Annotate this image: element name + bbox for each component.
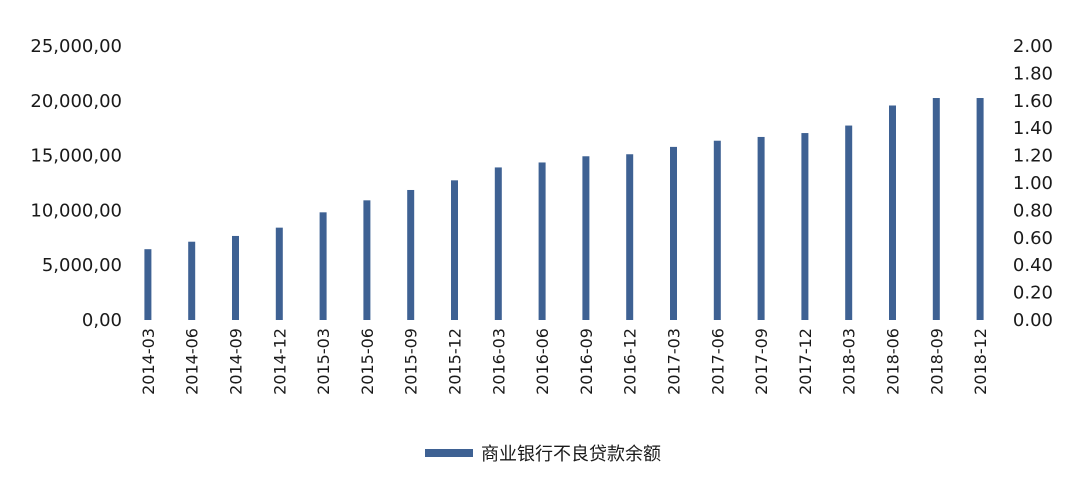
right-tick-label: 0.80: [1013, 200, 1053, 221]
bar-2016-09: [582, 156, 590, 320]
right-tick-label: 2.00: [1013, 36, 1053, 57]
x-tick-label: 2018-12: [971, 328, 990, 395]
x-tick-label: 2016-12: [621, 328, 640, 395]
bar-2017-12: [801, 133, 809, 320]
bar-2016-12: [626, 154, 634, 320]
legend-swatch: [425, 449, 473, 457]
right-tick-label: 1.60: [1013, 91, 1053, 112]
x-tick-label: 2014-12: [270, 328, 289, 395]
bar-2014-12: [275, 227, 283, 320]
right-tick-label: 0.20: [1013, 283, 1053, 304]
x-axis-tick-labels: 2014-03 2014-06 2014-09 2014-12 2015-03 2015-…: [139, 328, 990, 395]
left-axis-tick-labels: 0,00 5,000,00 10,000,00 15,000,00 20,000,00 2…: [30, 36, 122, 331]
right-tick-label: 1.00: [1013, 173, 1053, 194]
bar-2014-09: [232, 235, 239, 320]
bar-2015-06: [363, 200, 371, 320]
bar-2018-12: [976, 98, 984, 321]
bar-2014-03: [144, 249, 152, 320]
bar-2015-09: [407, 189, 415, 320]
legend: 商业银行不良贷款余额: [425, 444, 661, 465]
left-tick-label: 15,000,00: [30, 146, 122, 167]
bar-2017-09: [757, 136, 765, 320]
bar-2017-03: [670, 146, 677, 320]
right-tick-label: 0.00: [1013, 310, 1053, 331]
x-tick-label: 2017-12: [796, 328, 815, 395]
x-tick-label: 2017-06: [708, 328, 727, 395]
right-tick-label: 1.80: [1013, 63, 1053, 84]
x-tick-label: 2017-03: [665, 328, 684, 395]
right-tick-label: 1.20: [1013, 146, 1053, 167]
left-tick-label: 25,000,00: [30, 36, 122, 57]
x-tick-label: 2018-03: [840, 328, 859, 395]
bar-2018-09: [932, 98, 940, 321]
x-tick-label: 2015-09: [402, 328, 421, 395]
x-tick-label: 2015-03: [314, 328, 333, 395]
left-tick-label: 20,000,00: [30, 91, 122, 112]
bar-2018-03: [845, 125, 853, 320]
bar-2018-06: [889, 105, 896, 320]
x-tick-label: 2018-09: [927, 328, 946, 395]
left-tick-label: 5,000,00: [42, 255, 122, 276]
x-tick-label: 2018-06: [884, 328, 903, 395]
x-tick-label: 2015-12: [446, 328, 465, 395]
x-tick-label: 2015-06: [358, 328, 377, 395]
right-tick-label: 1.40: [1013, 118, 1053, 139]
bar-2016-03: [494, 167, 502, 320]
bar-2014-06: [188, 241, 196, 320]
bar-2017-06: [713, 140, 721, 320]
right-axis-tick-labels: 0.00 0.20 0.40 0.60 0.80 1.00 1.20 1.40 1.60 1.80…: [1013, 36, 1053, 331]
x-tick-label: 2016-06: [533, 328, 552, 395]
plot-area: [144, 98, 984, 321]
x-tick-label: 2014-06: [183, 328, 202, 395]
legend-label: 商业银行不良贷款余额: [481, 444, 661, 465]
x-tick-label: 2014-09: [227, 328, 246, 395]
bar-2015-12: [451, 180, 458, 320]
right-tick-label: 0.40: [1013, 255, 1053, 276]
left-tick-label: 10,000,00: [30, 200, 122, 221]
x-tick-label: 2016-03: [489, 328, 508, 395]
x-tick-label: 2016-09: [577, 328, 596, 395]
left-tick-label: 0,00: [82, 310, 122, 331]
right-tick-label: 0.60: [1013, 228, 1053, 249]
bar-2015-03: [319, 212, 327, 320]
x-tick-label: 2014-03: [139, 328, 158, 395]
x-tick-label: 2017-09: [752, 328, 771, 395]
bar-2016-06: [538, 162, 546, 320]
